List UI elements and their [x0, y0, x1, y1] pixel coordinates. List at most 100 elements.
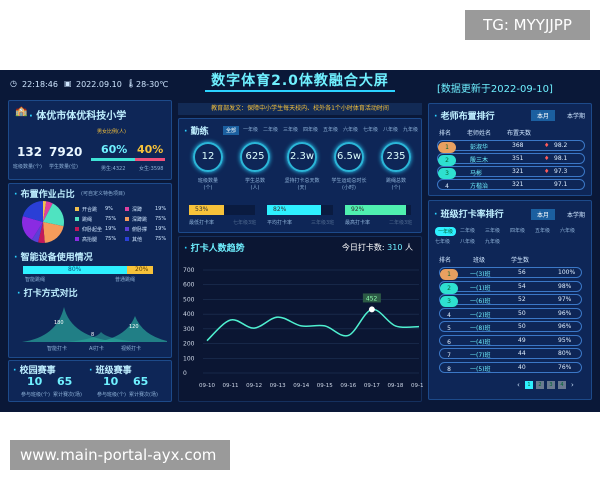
column-header: 布置天数 — [507, 130, 532, 137]
grade-tab[interactable]: 二年级 — [263, 127, 279, 133]
legend-swatch — [125, 237, 129, 241]
table-row[interactable]: 1 一(3)班 56 100% — [439, 267, 582, 280]
flame-icon: ♦ — [544, 142, 550, 149]
grade-tab[interactable]: 八年级 — [383, 127, 399, 133]
x-tick: 09-15 — [317, 383, 333, 389]
pie-slice — [43, 201, 47, 222]
table-row[interactable]: 8 一(5)班 40 76% — [439, 361, 582, 373]
stat-label: 坚持打卡总天数 — [284, 178, 320, 184]
table-row[interactable]: 3 一(6)班 52 97% — [439, 294, 582, 307]
student-count: 50 — [518, 323, 526, 330]
grade-tab[interactable]: 三年级 — [283, 127, 299, 133]
legend-swatch — [75, 237, 79, 241]
header: ◷ 22:18:46 ▣ 2022.09.10 🌡 28-30℃ 数字体育2.0… — [0, 70, 600, 98]
tooltip-box — [362, 293, 381, 303]
grade-tab[interactable]: 全部 — [223, 126, 240, 135]
rate-pct: 82% — [273, 206, 287, 213]
page-button[interactable]: 3 — [547, 381, 555, 389]
legend-swatch — [75, 227, 79, 231]
legend-swatch — [125, 207, 129, 211]
grade-tab[interactable]: 九年级 — [485, 239, 501, 245]
days: 351 — [512, 155, 524, 162]
table-row[interactable]: 2 一(1)班 54 98% — [439, 280, 582, 294]
grade-tab[interactable]: 七年级 — [363, 127, 379, 133]
stat-unit: (小时) — [342, 185, 356, 191]
pie-slice — [38, 222, 45, 243]
trend-title: 打卡人数趋势 — [184, 241, 245, 254]
rank-badge: 3 — [440, 296, 458, 307]
rank-badge: 4 — [445, 183, 449, 190]
y-tick: 100 — [183, 355, 195, 362]
page-button[interactable]: 1 — [525, 381, 533, 389]
next-page-button[interactable]: › — [571, 381, 574, 389]
grade-tab[interactable]: 八年级 — [460, 239, 476, 245]
rank-badge: 5 — [447, 325, 451, 332]
tab-this-term[interactable]: 本学期 — [567, 212, 586, 219]
legend-label: 开合跳 — [82, 207, 98, 213]
rate-grade: 三年级3班 — [311, 220, 335, 226]
school-logo-icon: 🏫 — [15, 106, 28, 117]
x-tick: 09-18 — [387, 383, 403, 389]
rate-bar: 53% — [189, 205, 255, 215]
legend-label: 俯卧撑 — [132, 227, 148, 233]
table-row[interactable]: 2 殷三木 351 ♦ 98.1 — [437, 153, 585, 166]
grade-tab[interactable]: 三年级 — [485, 228, 501, 234]
page-button[interactable]: 4 — [558, 381, 566, 389]
rank-badge: 2 — [438, 155, 456, 166]
rate-grade: 七年级3班 — [233, 220, 257, 226]
days: 321 — [512, 181, 524, 188]
grade-tab[interactable]: 一年级 — [435, 227, 457, 236]
tab-this-month[interactable]: 本月 — [531, 110, 556, 121]
grade-tab[interactable]: 六年级 — [560, 228, 576, 234]
grade-tab[interactable]: 五年级 — [323, 127, 339, 133]
temperature: 28-30℃ — [136, 80, 169, 89]
prev-page-button[interactable]: ‹ — [517, 381, 520, 389]
class-name: 一(2)班 — [470, 311, 491, 319]
rate-label: 最低打卡率 — [189, 220, 215, 226]
table-row[interactable]: 4 一(2)班 50 96% — [439, 307, 582, 319]
column-header: 排名 — [439, 130, 452, 137]
pie-slice — [31, 222, 43, 243]
page-button[interactable]: 2 — [536, 381, 544, 389]
watermark-top: TG: MYYJJPP — [465, 10, 590, 40]
homework-panel: 布置作业占比 (可自定义特色项目) 开合跳9%深蹲19%跳绳75%深蹲跳75%仰… — [8, 183, 172, 358]
table-row[interactable]: 6 一(4)班 49 95% — [439, 334, 582, 346]
grade-tab[interactable]: 一年级 — [243, 127, 259, 133]
stat-unit: (人) — [250, 185, 260, 191]
y-tick: 700 — [183, 267, 195, 274]
student-count: 54 — [518, 282, 526, 290]
grade-tab[interactable]: 五年级 — [535, 228, 551, 234]
table-row[interactable]: 7 一(7)班 44 80% — [439, 348, 582, 359]
male-pct: 60% — [101, 143, 128, 156]
score: 97.1 — [554, 181, 568, 188]
table-row[interactable]: 4 方楷治 321 97.1 — [437, 179, 585, 190]
grade-tab[interactable]: 二年级 — [460, 228, 476, 234]
smart-label: 智能跳绳 — [25, 277, 46, 283]
grade-tab[interactable]: 七年级 — [435, 239, 451, 245]
rank-badge: 8 — [447, 365, 451, 373]
legend-pct: 75% — [155, 216, 167, 222]
dashboard: ◷ 22:18:46 ▣ 2022.09.10 🌡 28-30℃ 数字体育2.0… — [0, 70, 600, 412]
video-value: 120 — [129, 324, 139, 330]
class-comp-title: 班级赛事 — [89, 363, 132, 376]
x-tick: 09-12 — [246, 383, 262, 389]
legend-swatch — [75, 207, 79, 211]
ai-label: AI打卡 — [89, 346, 104, 352]
tab-this-month[interactable]: 本月 — [531, 209, 556, 220]
grade-tab[interactable]: 九年级 — [403, 127, 419, 133]
table-row[interactable]: 5 一(8)班 50 96% — [439, 321, 582, 332]
rate-fill — [345, 205, 406, 215]
table-row[interactable]: 1 彭淑华 368 ♦ 98.2 — [437, 140, 585, 153]
grade-tab[interactable]: 四年级 — [303, 127, 319, 133]
grade-tab[interactable]: 六年级 — [343, 127, 359, 133]
stat-ring: 12 — [193, 142, 223, 172]
legend-swatch — [125, 217, 129, 221]
checkin-rate: 95% — [558, 336, 572, 344]
tab-this-term[interactable]: 本学期 — [567, 113, 586, 120]
rate-label: 最高打卡率 — [345, 220, 371, 226]
grade-tab[interactable]: 四年级 — [510, 228, 526, 234]
table-row[interactable]: 3 马彬 321 ♦ 97.3 — [437, 166, 585, 179]
stat-unit: (个) — [203, 185, 213, 191]
